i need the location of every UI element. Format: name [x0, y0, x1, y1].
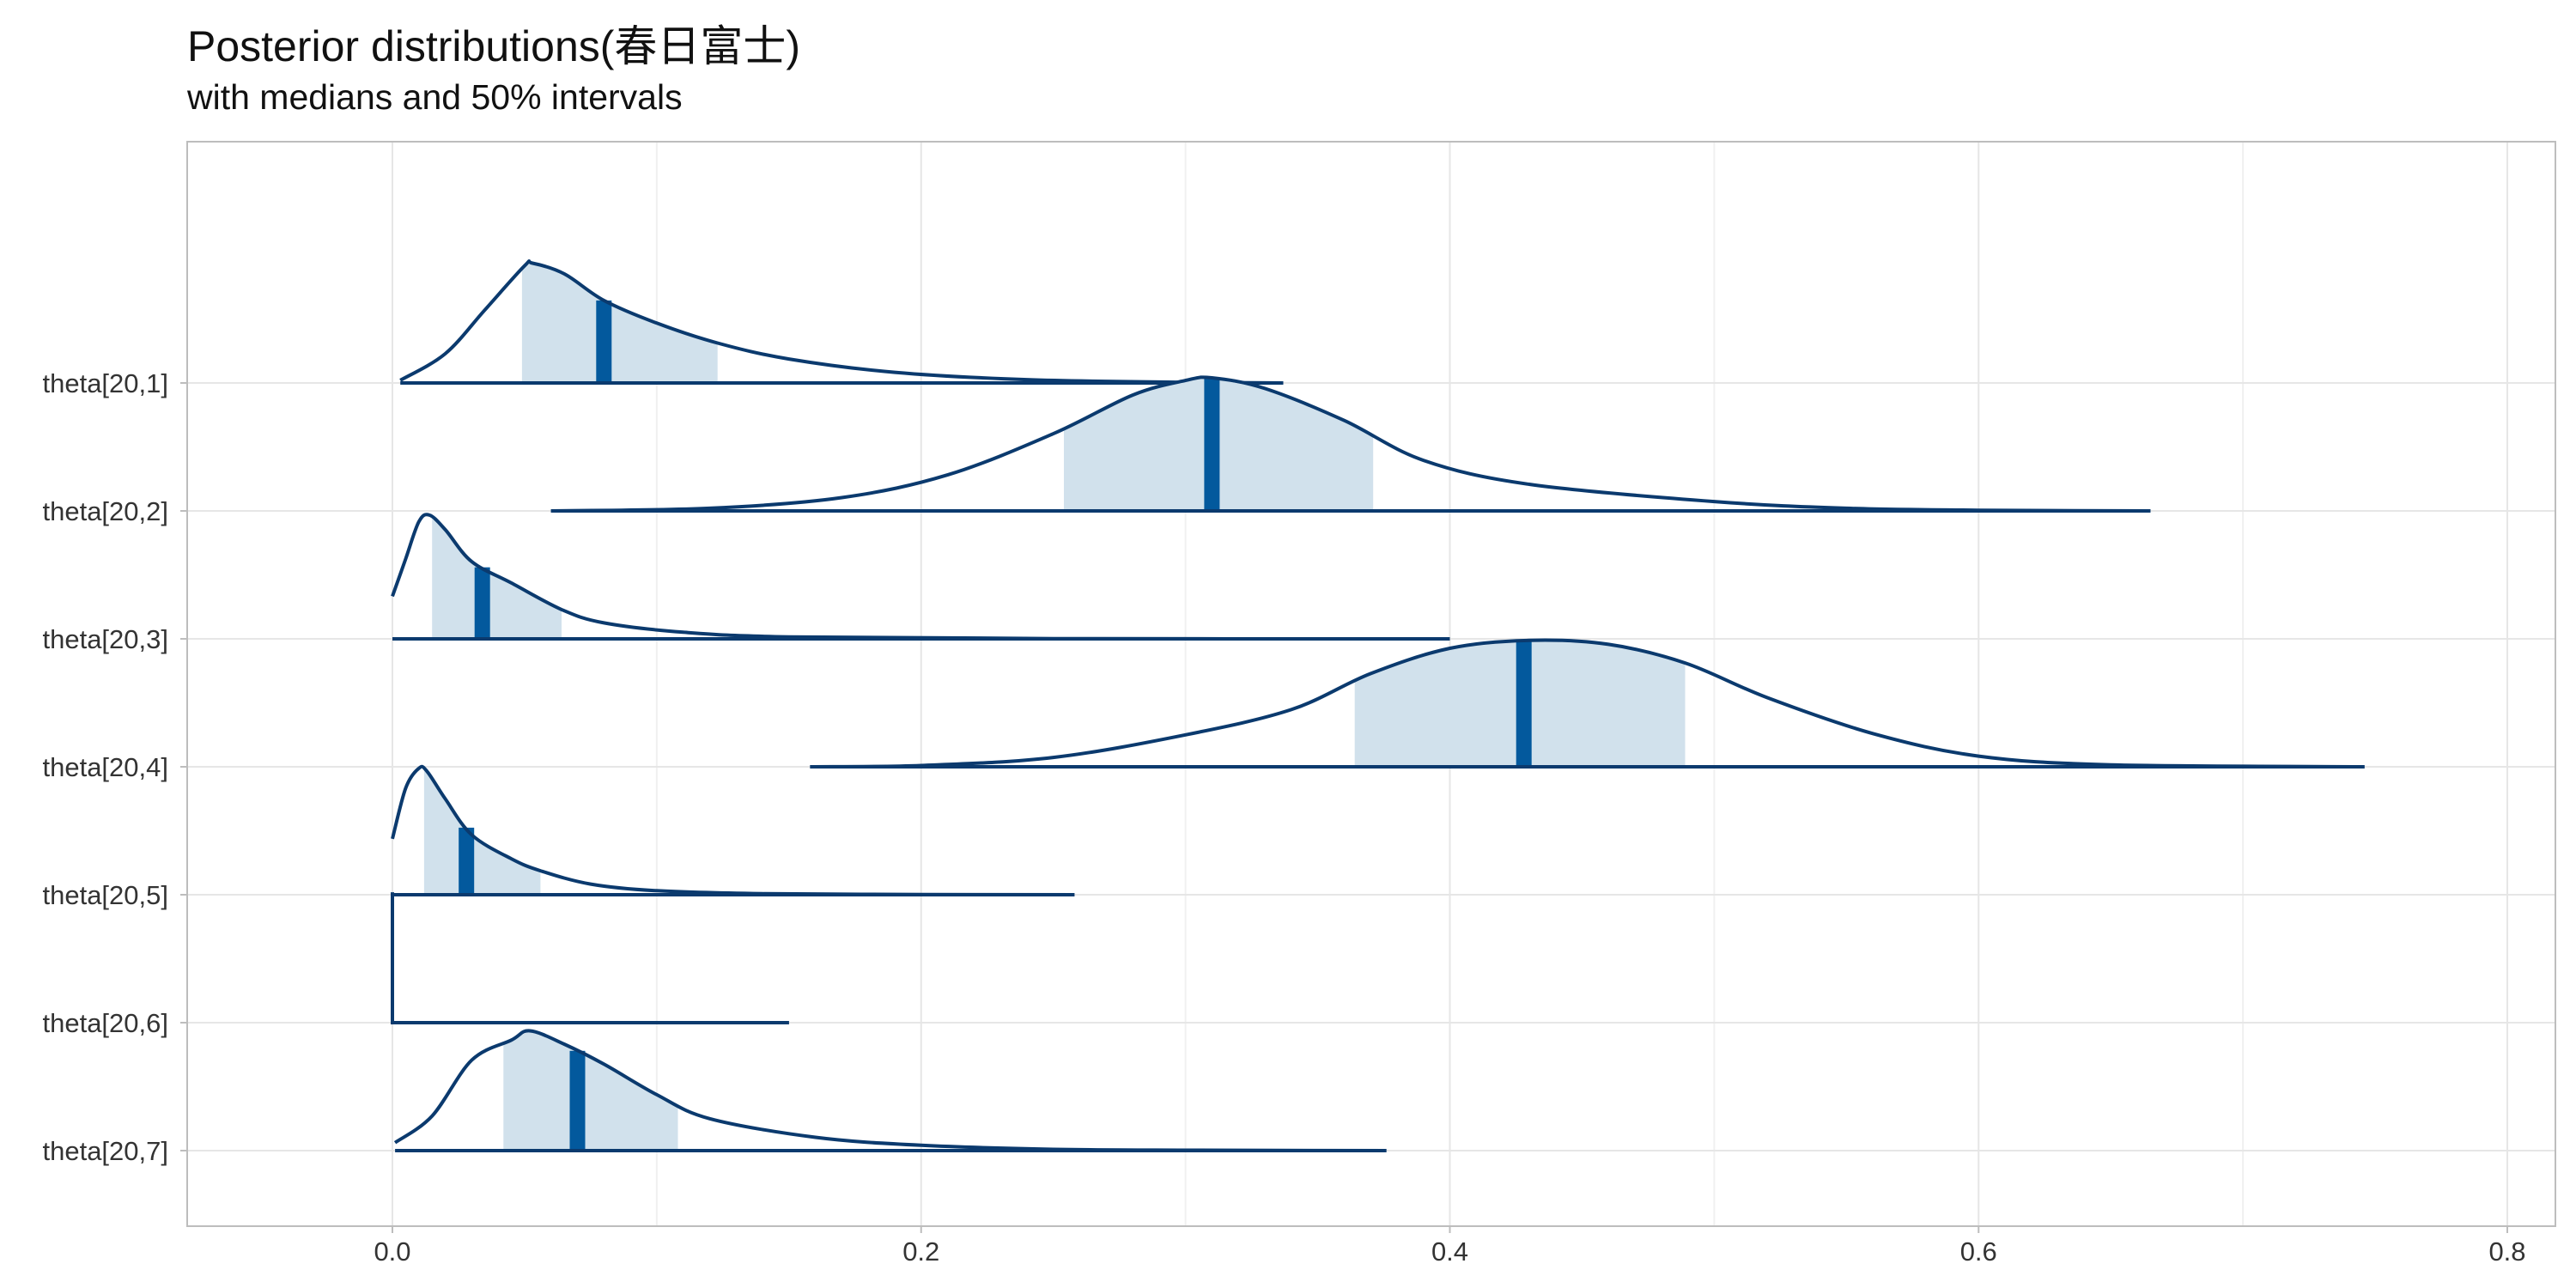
- interval-area: [432, 517, 562, 639]
- ridge-theta[20,3]: [391, 513, 1450, 641]
- median-bar: [596, 300, 612, 383]
- ridge-theta[20,2]: [550, 375, 2151, 513]
- panel-border: [186, 141, 2556, 1227]
- y-tick-label: theta[20,5]: [42, 880, 168, 910]
- density-line: [399, 259, 1284, 385]
- y-tick-label: theta[20,3]: [42, 624, 168, 654]
- density-line: [810, 638, 2365, 769]
- y-tick-label: theta[20,6]: [42, 1008, 168, 1038]
- y-tick-label: theta[20,2]: [42, 496, 168, 526]
- y-tick-label: theta[20,1]: [42, 368, 168, 398]
- ridge-theta[20,7]: [393, 1029, 1387, 1152]
- ridge-theta[20,5]: [391, 764, 1075, 896]
- x-tick-label: 0.8: [2488, 1236, 2525, 1267]
- ridge-theta[20,6]: [391, 892, 789, 1024]
- interval-area: [521, 263, 718, 383]
- density-line: [391, 892, 789, 1024]
- chart-title: Posterior distributions(春日富士): [187, 22, 801, 70]
- median-bar: [1204, 378, 1220, 511]
- y-tick-label: theta[20,7]: [42, 1136, 168, 1166]
- ridge-theta[20,1]: [399, 259, 1284, 385]
- chart-subtitle: with medians and 50% intervals: [187, 77, 683, 117]
- x-tick-label: 0.4: [1431, 1236, 1468, 1267]
- median-bar: [474, 567, 490, 639]
- y-axis-ticks: theta[20,1] theta[20,2] theta[20,3] theta[2…: [42, 368, 187, 1166]
- ridge-layer: [391, 259, 2365, 1152]
- x-tick-label: 0.2: [902, 1236, 939, 1267]
- x-axis-ticks: 0.0 0.2 0.4 0.6 0.8: [374, 1226, 2526, 1267]
- x-tick-label: 0.6: [1960, 1236, 1997, 1267]
- ridge-theta[20,4]: [810, 638, 2365, 769]
- median-bar: [459, 827, 475, 895]
- y-tick-label: theta[20,4]: [42, 752, 168, 782]
- median-bar: [1516, 641, 1532, 767]
- median-bar: [569, 1050, 586, 1151]
- density-line: [550, 375, 2151, 513]
- interval-area: [423, 769, 541, 895]
- x-tick-label: 0.0: [374, 1236, 410, 1267]
- interval-area: [503, 1030, 678, 1151]
